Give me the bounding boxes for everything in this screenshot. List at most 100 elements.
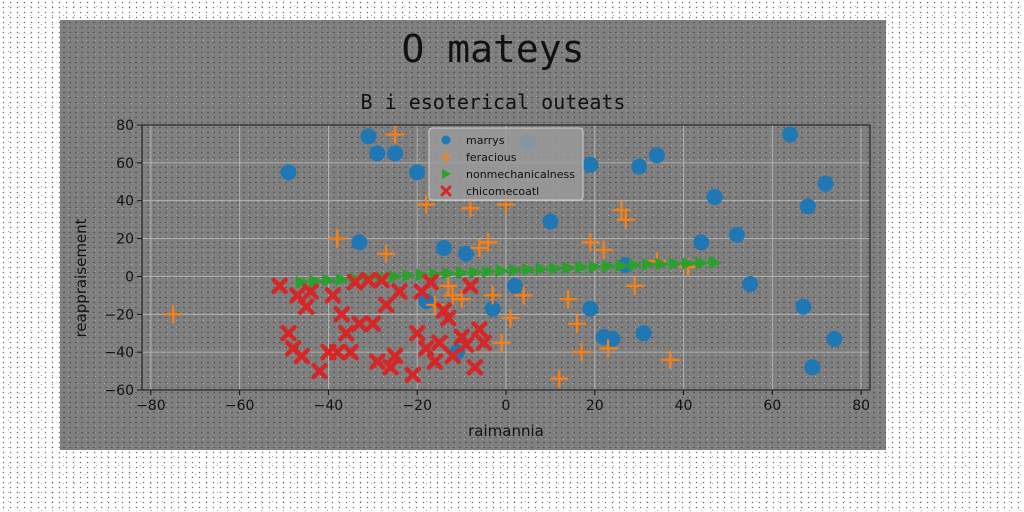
y-tick-label: 40 [116, 194, 134, 210]
data-point [443, 286, 462, 305]
data-point [599, 339, 618, 358]
data-point [293, 347, 311, 365]
data-point [616, 210, 635, 229]
data-point [360, 128, 377, 145]
data-point [360, 271, 377, 289]
data-point [468, 265, 483, 279]
data-point [417, 195, 436, 214]
data-point [817, 175, 834, 192]
data-point [297, 298, 315, 315]
data-point [369, 353, 386, 370]
chart-title: O mateys [401, 27, 584, 71]
data-point [804, 359, 821, 376]
figure: O mateys B i esoterical outeats −80 −60 −4… [60, 20, 886, 450]
y-axis-label: reappraisement [72, 218, 90, 337]
legend-marker [442, 169, 451, 179]
data-point [514, 286, 533, 305]
data-point [351, 315, 368, 332]
data-point [495, 264, 510, 278]
legend-marker [440, 185, 452, 197]
data-point [795, 298, 812, 315]
data-point [483, 286, 502, 305]
data-point [559, 290, 578, 309]
legend-marker [441, 135, 451, 145]
data-point [522, 263, 537, 277]
data-point [461, 199, 480, 218]
data-point [668, 257, 683, 271]
data-point [329, 343, 346, 361]
legend-label: chicomecoatl [466, 185, 539, 198]
data-point [364, 315, 382, 332]
data-point [280, 164, 297, 181]
x-tick-label: −80 [136, 398, 166, 414]
y-tick-label: −60 [104, 383, 134, 399]
data-point [628, 258, 643, 272]
data-point [402, 269, 417, 283]
data-point [548, 261, 563, 275]
data-point [435, 240, 452, 257]
data-point [452, 290, 471, 309]
x-tick-label: 20 [586, 398, 604, 414]
data-point [693, 234, 710, 251]
data-point [479, 233, 498, 252]
data-point [417, 340, 435, 357]
data-point [377, 244, 396, 263]
data-point [328, 229, 347, 248]
data-point [271, 277, 288, 295]
y-tick-label: −40 [104, 345, 134, 361]
data-point [439, 276, 458, 295]
chart-subtitle: B i esoterical outeats [361, 90, 626, 114]
data-point [333, 306, 351, 323]
data-point [386, 347, 404, 365]
data-point [682, 256, 696, 270]
data-point [351, 234, 368, 251]
data-point [346, 273, 364, 291]
data-point [581, 233, 600, 252]
data-point [594, 240, 613, 259]
y-tick-label: 60 [116, 156, 134, 172]
data-point [615, 259, 630, 273]
data-point [442, 266, 457, 280]
data-point [295, 275, 310, 289]
data-point [588, 260, 603, 274]
data-point [386, 125, 405, 144]
x-tick-label: 60 [763, 398, 781, 414]
data-point [631, 158, 648, 175]
data-point [335, 273, 350, 287]
scatter-chart: O mateys B i esoterical outeats −80 −60 −4… [72, 27, 871, 440]
x-tick-label: 40 [675, 398, 693, 414]
data-point [471, 321, 488, 338]
legend-marker [441, 152, 451, 162]
data-point [458, 245, 475, 262]
data-point [322, 273, 337, 287]
data-point [409, 164, 426, 181]
data-point [568, 314, 587, 333]
data-point [389, 269, 404, 283]
data-point [604, 330, 621, 347]
data-point [635, 325, 652, 342]
legend-label: nonmechanicalness [466, 168, 575, 181]
data-point [562, 261, 577, 275]
data-point [572, 343, 591, 362]
x-axis-label: raimannia [468, 422, 544, 440]
data-point [625, 276, 644, 295]
data-point [742, 276, 759, 292]
data-point [426, 353, 444, 370]
data-point [482, 265, 497, 279]
data-point [826, 330, 843, 347]
data-point [422, 273, 439, 291]
data-point [550, 369, 569, 388]
data-point [408, 324, 426, 342]
legend: marrys feracious nonmechanicalness chicomec… [428, 127, 584, 201]
data-point [382, 359, 399, 376]
data-point [387, 145, 404, 162]
x-tick-label: −20 [402, 398, 432, 414]
y-tick-label: 20 [116, 232, 134, 248]
data-point [582, 156, 599, 173]
data-point [782, 126, 799, 143]
data-point [280, 324, 297, 342]
data-point [342, 343, 359, 361]
data-marks [164, 125, 843, 388]
data-point [706, 188, 723, 205]
data-point [612, 201, 631, 220]
